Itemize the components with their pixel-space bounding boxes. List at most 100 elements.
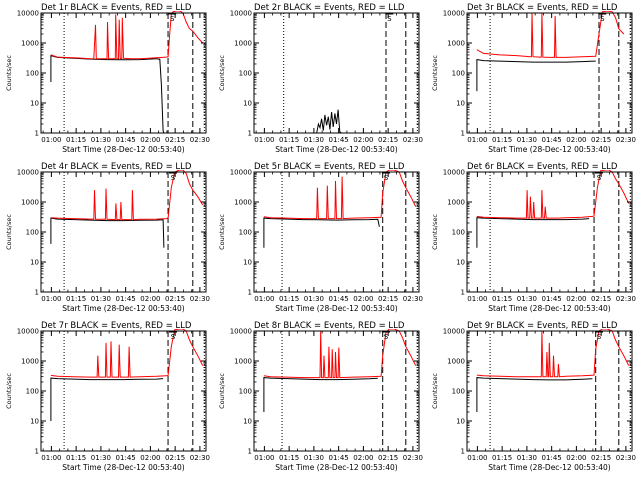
panel-title: Det 1r BLACK = Events, RED = LLD (41, 3, 192, 13)
y-tick-label: 10000 (443, 10, 465, 18)
x-tick-label: 01:00 (254, 136, 274, 144)
saturation-marker-label: S (600, 15, 605, 23)
y-tick-label: 10 (456, 418, 465, 426)
x-tick-label: 01:00 (41, 295, 61, 303)
y-tick-label: 10000 (17, 328, 39, 336)
y-tick-label: 1 (35, 289, 39, 297)
y-tick-label: 1 (461, 130, 465, 138)
saturation-marker-label: S (384, 174, 389, 182)
y-tick-label: 10000 (230, 328, 252, 336)
y-tick-label: 1000 (21, 199, 39, 207)
x-tick-label: 02:15 (165, 136, 185, 144)
saturation-marker-label: S (171, 174, 176, 182)
x-tick-label: 02:30 (616, 295, 636, 303)
y-tick-label: 10000 (443, 169, 465, 177)
x-tick-label: 02:15 (591, 454, 611, 462)
x-tick-label: 02:15 (165, 295, 185, 303)
panel-6: Det 6r BLACK = Events, RED = LLD Counts/s… (431, 162, 636, 313)
x-tick-label: 02:15 (378, 454, 398, 462)
lld-series-line (50, 329, 204, 378)
y-tick-label: 1 (248, 130, 252, 138)
y-tick-label: 10 (243, 100, 252, 108)
y-tick-label: 1000 (447, 199, 465, 207)
y-tick-label: 10000 (17, 10, 39, 18)
y-tick-label: 1000 (447, 40, 465, 48)
y-tick-label: 10000 (17, 169, 39, 177)
x-tick-label: 02:00 (566, 295, 586, 303)
x-axis-label: Start Time (28-Dec-12 00:53:40) (488, 463, 610, 472)
lld-series-line (263, 329, 417, 379)
panel-title: Det 4r BLACK = Events, RED = LLD (41, 162, 192, 172)
x-axis-label: Start Time (28-Dec-12 00:53:40) (275, 304, 397, 313)
y-axis-label: Counts/sec (5, 373, 13, 409)
y-tick-label: 1 (35, 448, 39, 456)
x-axis-label: Start Time (28-Dec-12 00:53:40) (62, 463, 184, 472)
y-tick-label: 10 (243, 418, 252, 426)
y-tick-label: 100 (26, 388, 39, 396)
events-series-line (476, 377, 593, 412)
x-tick-label: 01:45 (542, 136, 562, 144)
x-tick-label: 01:45 (329, 295, 349, 303)
y-tick-label: 1000 (21, 40, 39, 48)
x-tick-label: 01:00 (41, 454, 61, 462)
x-tick-label: 02:00 (353, 454, 373, 462)
y-axis-label: Counts/sec (218, 214, 226, 250)
x-tick-label: 01:00 (254, 295, 274, 303)
panel-title: Det 8r BLACK = Events, RED = LLD (254, 321, 405, 331)
x-tick-label: 01:00 (467, 454, 487, 462)
x-tick-label: 01:30 (304, 454, 324, 462)
y-axis-label: Counts/sec (5, 55, 13, 91)
x-tick-label: 01:45 (329, 136, 349, 144)
x-tick-label: 01:15 (492, 295, 512, 303)
y-tick-label: 1000 (21, 358, 39, 366)
panel-title: Det 9r BLACK = Events, RED = LLD (467, 321, 618, 331)
y-tick-label: 1000 (447, 358, 465, 366)
saturation-marker-label: S (170, 15, 175, 23)
x-tick-label: 01:30 (517, 454, 537, 462)
y-tick-label: 100 (26, 70, 39, 78)
y-tick-label: 100 (239, 229, 252, 237)
panel-5: Det 5r BLACK = Events, RED = LLD Counts/s… (218, 162, 423, 313)
saturation-marker-label: S (171, 333, 176, 341)
x-axis-label: Start Time (28-Dec-12 00:53:40) (62, 304, 184, 313)
x-tick-label: 01:45 (116, 136, 136, 144)
events-series-line (50, 217, 165, 248)
y-tick-label: 10000 (230, 10, 252, 18)
y-tick-label: 10000 (230, 169, 252, 177)
x-tick-label: 01:45 (329, 454, 349, 462)
y-axis-label: Counts/sec (5, 214, 13, 250)
lld-series-line (476, 329, 630, 378)
y-tick-label: 1000 (234, 199, 252, 207)
y-tick-label: 1 (248, 448, 252, 456)
x-axis-label: Start Time (28-Dec-12 00:53:40) (488, 304, 610, 313)
x-tick-label: 02:30 (403, 454, 423, 462)
panel-title: Det 3r BLACK = Events, RED = LLD (467, 3, 618, 13)
y-tick-label: 10 (30, 259, 39, 267)
panel-1: Det 1r BLACK = Events, RED = LLD Counts/s… (5, 3, 210, 154)
x-tick-label: 01:00 (467, 136, 487, 144)
x-tick-label: 01:00 (41, 136, 61, 144)
x-axis-label: Start Time (28-Dec-12 00:53:40) (275, 145, 397, 154)
x-tick-label: 01:15 (279, 454, 299, 462)
events-series-line (263, 217, 380, 248)
panel-7: Det 7r BLACK = Events, RED = LLD Counts/s… (5, 321, 210, 472)
panel-title: Det 5r BLACK = Events, RED = LLD (254, 162, 405, 172)
x-tick-label: 01:45 (116, 454, 136, 462)
x-tick-label: 02:00 (566, 454, 586, 462)
x-tick-label: 02:30 (403, 295, 423, 303)
y-tick-label: 1 (248, 289, 252, 297)
y-tick-label: 10 (456, 259, 465, 267)
events-series-line (50, 377, 164, 421)
y-tick-label: 1 (461, 448, 465, 456)
x-tick-label: 02:30 (403, 136, 423, 144)
lld-series-line (476, 11, 625, 58)
y-tick-label: 100 (452, 70, 465, 78)
x-tick-label: 02:00 (140, 295, 160, 303)
x-tick-label: 02:30 (190, 136, 210, 144)
y-axis-label: Counts/sec (431, 373, 439, 409)
x-tick-label: 01:15 (279, 295, 299, 303)
y-tick-label: 10 (30, 418, 39, 426)
x-tick-label: 02:00 (140, 136, 160, 144)
events-series-line (263, 377, 378, 412)
